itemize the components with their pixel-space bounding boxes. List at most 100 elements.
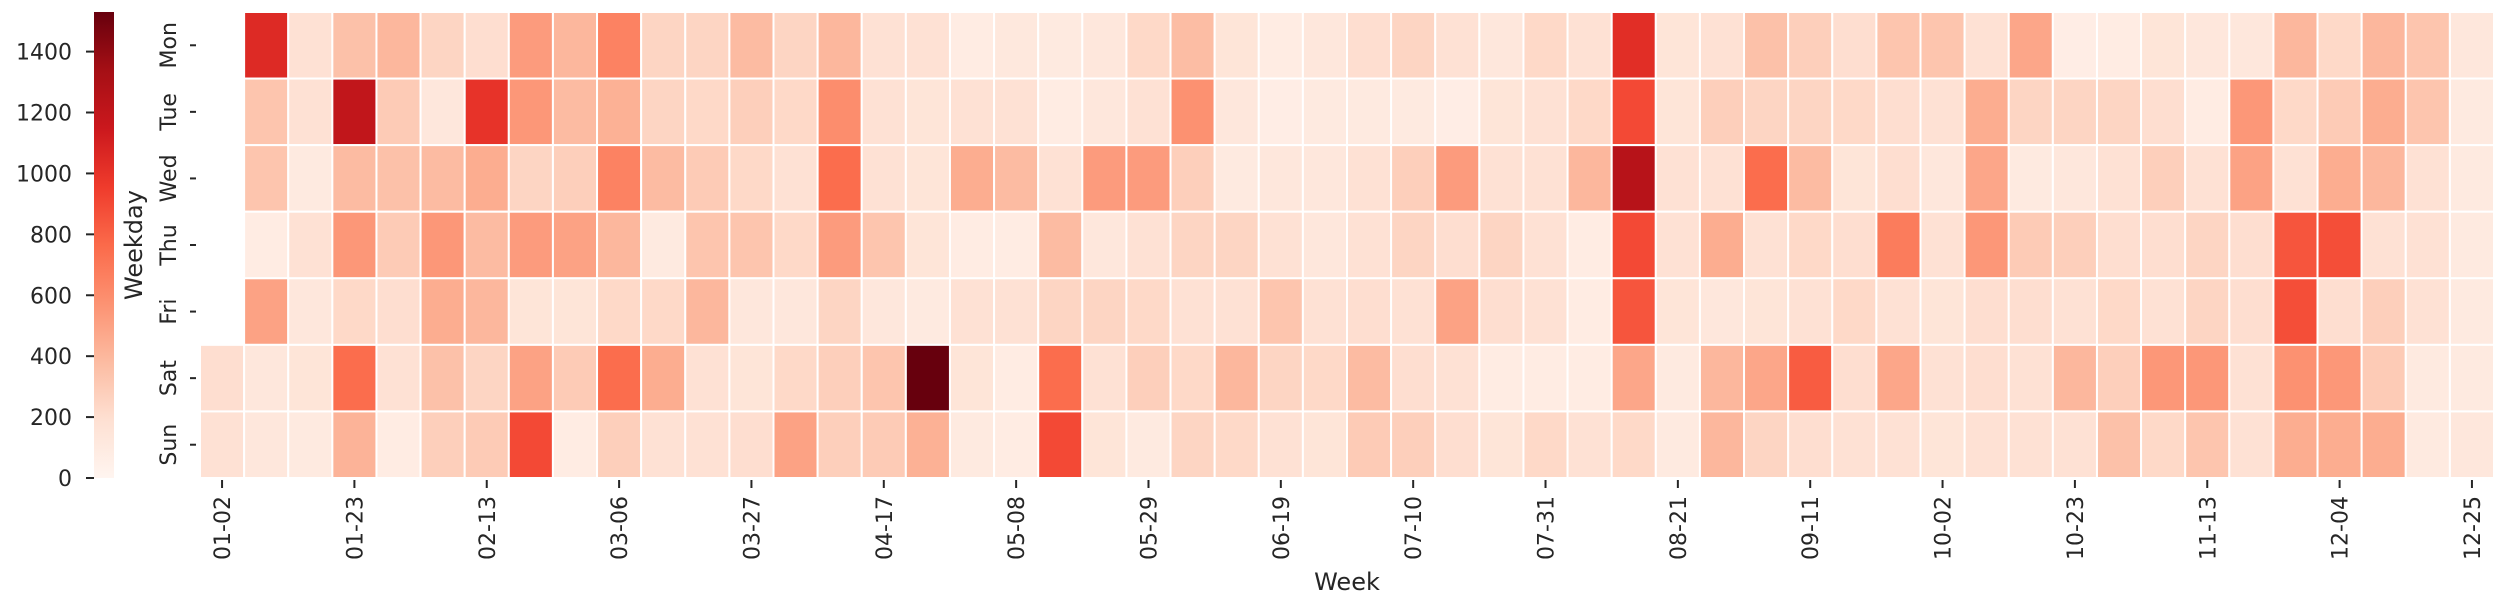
heatmap-cell: [1919, 210, 1966, 280]
heatmap-cell: [243, 277, 290, 346]
heatmap-cell: [2360, 11, 2407, 80]
heatmap-cell: [640, 410, 687, 479]
heatmap-cell: [772, 343, 819, 413]
heatmap-cell: [1434, 210, 1481, 280]
heatmap-cell: [1566, 77, 1613, 147]
heatmap-cell: [2007, 343, 2054, 413]
heatmap-cell: [2272, 210, 2319, 280]
heatmap-cell: [2272, 144, 2319, 213]
heatmap-cell: [551, 343, 599, 413]
heatmap-cell: [1478, 11, 1525, 80]
heatmap-cell: [2007, 410, 2054, 479]
heatmap-cell: [596, 277, 643, 346]
heatmap-cell: [1169, 144, 1216, 213]
heatmap-cell: [375, 144, 422, 213]
heatmap-cell: [1434, 144, 1481, 213]
heatmap-cell: [1654, 144, 1701, 213]
heatmap-cell: [2228, 77, 2275, 147]
heatmap-cell: [1257, 144, 1304, 213]
heatmap-cell: [1213, 11, 1260, 80]
heatmap-cell: [1963, 210, 2010, 280]
heatmap-cell: [1522, 343, 1569, 413]
colorbar-tick-label: 0: [58, 467, 72, 492]
heatmap-cell: [1257, 77, 1304, 147]
heatmap-cell: [2140, 210, 2187, 280]
colorbar-tick-label: 1200: [16, 102, 72, 127]
heatmap-cell: [1743, 277, 1790, 346]
heatmap-cell: [199, 343, 246, 413]
heatmap-cell: [640, 11, 687, 80]
heatmap-cell: [2007, 77, 2054, 147]
heatmap-cell: [948, 410, 996, 479]
heatmap-cell: [816, 144, 863, 213]
heatmap-cell: [1610, 144, 1657, 213]
heatmap-cell: [419, 410, 466, 479]
heatmap-cell: [1963, 410, 2010, 479]
heatmap-cell: [2051, 210, 2098, 280]
column-label: 03-27: [740, 496, 765, 560]
heatmap-cell: [1831, 277, 1878, 346]
heatmap-cell: [375, 77, 422, 147]
heatmap-cell: [816, 343, 863, 413]
heatmap-cell: [1301, 277, 1349, 346]
heatmap-cell: [1963, 144, 2010, 213]
colorbar-tick-label: 400: [30, 345, 72, 370]
heatmap-cell: [2007, 277, 2054, 346]
heatmap-cell: [1963, 77, 2010, 147]
heatmap-cell: [772, 11, 819, 80]
heatmap-cell: [1434, 277, 1481, 346]
heatmap-cell: [684, 210, 731, 280]
heatmap-cell: [596, 77, 643, 147]
heatmap-cell: [860, 144, 907, 213]
heatmap-cell: [1566, 343, 1613, 413]
row-label: Fri: [157, 298, 182, 324]
heatmap-cell: [1654, 210, 1701, 280]
column-label: 02-13: [476, 496, 501, 560]
heatmap-cell: [1522, 277, 1569, 346]
heatmap-cell: [1743, 11, 1790, 80]
heatmap-cell: [1125, 11, 1172, 80]
heatmap-cell: [2228, 410, 2275, 479]
heatmap-cell: [375, 11, 422, 80]
column-label: 01-02: [211, 496, 236, 560]
heatmap-cell: [1301, 343, 1349, 413]
heatmap-cell: [2051, 144, 2098, 213]
heatmap-cell: [2095, 410, 2143, 479]
heatmap-cell: [1743, 77, 1790, 147]
heatmap-cell: [1566, 11, 1613, 80]
heatmap-cell: [1654, 11, 1701, 80]
heatmap-cell: [993, 11, 1040, 80]
heatmap-cell: [1610, 77, 1657, 147]
heatmap-cell: [2360, 343, 2407, 413]
heatmap-cell: [507, 77, 554, 147]
heatmap-cell: [1787, 144, 1834, 213]
heatmap-cell: [1037, 410, 1084, 479]
heatmap-cell: [1654, 410, 1701, 479]
heatmap-cell: [2272, 343, 2319, 413]
heatmap-cell: [1698, 144, 1746, 213]
heatmap-cell: [1654, 77, 1701, 147]
heatmap-cell: [1434, 77, 1481, 147]
heatmap-cell: [331, 144, 378, 213]
heatmap-cell: [772, 210, 819, 280]
heatmap-cell: [2184, 77, 2231, 147]
heatmap-cell: [2140, 410, 2187, 479]
heatmap-cell: [1610, 210, 1657, 280]
heatmap-cell: [1566, 277, 1613, 346]
heatmap-cell: [463, 277, 510, 346]
column-label: 05-08: [1005, 496, 1030, 560]
heatmap-cell: [1390, 410, 1437, 479]
heatmap-cell: [1169, 343, 1216, 413]
heatmap-cell: [1566, 144, 1613, 213]
heatmap-cell: [1478, 277, 1525, 346]
heatmap-cell: [551, 77, 599, 147]
heatmap-cell: [2140, 11, 2187, 80]
heatmap-cell: [1963, 277, 2010, 346]
heatmap-cell: [2184, 410, 2231, 479]
heatmap-cell: [1169, 277, 1216, 346]
heatmap-cell: [1743, 343, 1790, 413]
heatmap-cell: [1257, 343, 1304, 413]
heatmap-cell: [287, 277, 334, 346]
heatmap-cell: [375, 277, 422, 346]
heatmap-cell: [1390, 11, 1437, 80]
